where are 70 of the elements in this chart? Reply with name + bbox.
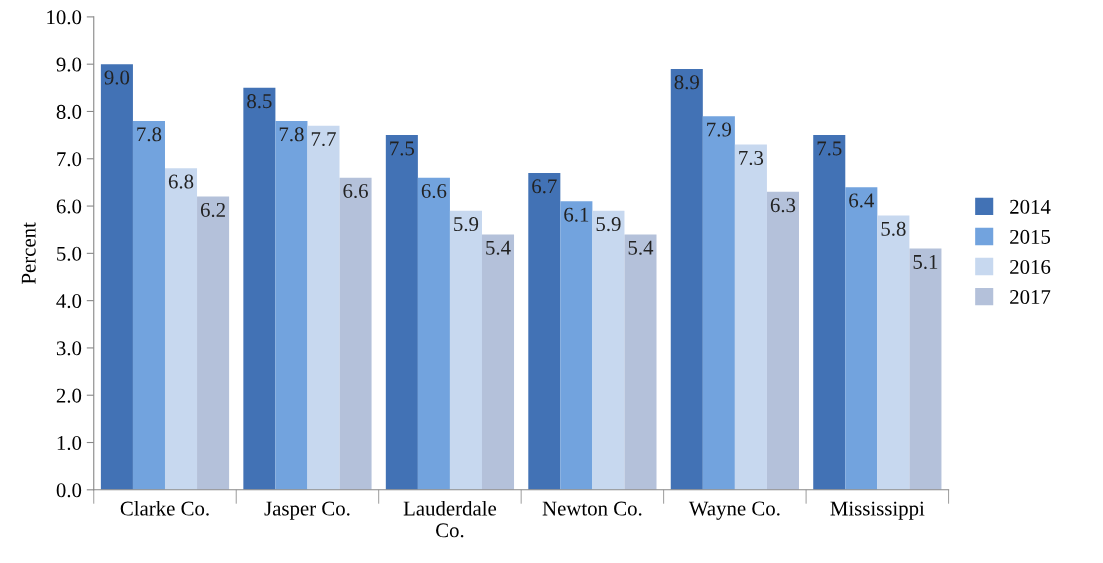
legend-label: 2014: [1010, 199, 1051, 214]
data-label: 5.4: [628, 240, 654, 255]
bar: [528, 172, 561, 490]
y-tick-label: 9.0: [56, 57, 82, 72]
bar: [734, 144, 767, 490]
bar: [385, 135, 418, 490]
bar: [624, 234, 657, 490]
data-label: 6.3: [770, 198, 796, 213]
y-axis-title: Percent: [21, 222, 36, 284]
legend-label: 2015: [1010, 229, 1051, 244]
bar: [877, 215, 910, 490]
data-label: 7.8: [137, 127, 162, 142]
data-label: 8.5: [247, 94, 272, 109]
bar: [100, 64, 133, 490]
bar: [481, 234, 515, 490]
data-label: 5.8: [881, 221, 906, 236]
x-tick-label: Lauderdale Co.: [403, 500, 497, 538]
bar: [132, 120, 165, 490]
y-tick-label: 2.0: [56, 388, 82, 403]
data-label: 6.2: [200, 202, 225, 218]
bar: [670, 68, 703, 490]
bar: [766, 191, 799, 490]
data-label: 6.6: [343, 184, 368, 199]
x-tick-label: Jasper Co.: [264, 501, 350, 520]
y-tick-label: 6.0: [56, 199, 82, 214]
x-tick-label: Newton Co.: [542, 501, 642, 516]
bar: [339, 177, 372, 490]
data-label: 7.9: [707, 122, 732, 137]
data-label: 7.8: [279, 127, 304, 142]
bar: [909, 248, 942, 490]
y-tick-label: 5.0: [57, 246, 82, 261]
bar: [592, 210, 625, 490]
data-label: 7.5: [817, 141, 842, 156]
bar: [702, 116, 735, 490]
bar: [275, 120, 308, 490]
data-label: 6.6: [421, 184, 447, 199]
data-label: 7.5: [390, 141, 415, 156]
bar: [243, 87, 276, 490]
y-tick-label: 4.0: [56, 294, 82, 309]
data-label: 7.7: [311, 132, 336, 147]
legend-label: 2016: [1010, 259, 1051, 274]
bar: [307, 125, 340, 490]
y-tick-label: 3.0: [56, 341, 82, 356]
data-label: 5.1: [913, 255, 938, 270]
y-tick-label: 7.0: [57, 152, 82, 167]
data-label: 8.9: [674, 75, 699, 90]
x-tick-label: Clarke Co.: [120, 500, 209, 516]
data-label: 6.8: [168, 174, 194, 189]
y-tick-label: 8.0: [56, 104, 82, 119]
data-label: 5.9: [454, 217, 479, 232]
bar: [845, 187, 878, 490]
x-tick-label: Wayne Co.: [688, 501, 780, 520]
bar: [449, 210, 482, 490]
x-tick-label: Mississippi: [830, 501, 925, 520]
data-label: 5.9: [596, 217, 621, 232]
bar: [560, 201, 593, 490]
data-label: 9.0: [104, 70, 130, 85]
data-label: 5.4: [486, 240, 511, 255]
data-label: 6.1: [564, 207, 589, 222]
y-tick-label: 10.0: [47, 10, 82, 25]
bar: [417, 177, 450, 490]
data-label: 6.4: [849, 193, 875, 208]
data-label: 7.3: [739, 150, 764, 166]
data-label: 6.7: [532, 179, 557, 194]
bar: [164, 168, 198, 490]
legend-label: 2017: [1010, 289, 1051, 305]
y-tick-label: 0.0: [56, 483, 82, 498]
bar: [813, 135, 846, 490]
y-tick-label: 1.0: [57, 435, 82, 451]
bar: [197, 196, 230, 490]
